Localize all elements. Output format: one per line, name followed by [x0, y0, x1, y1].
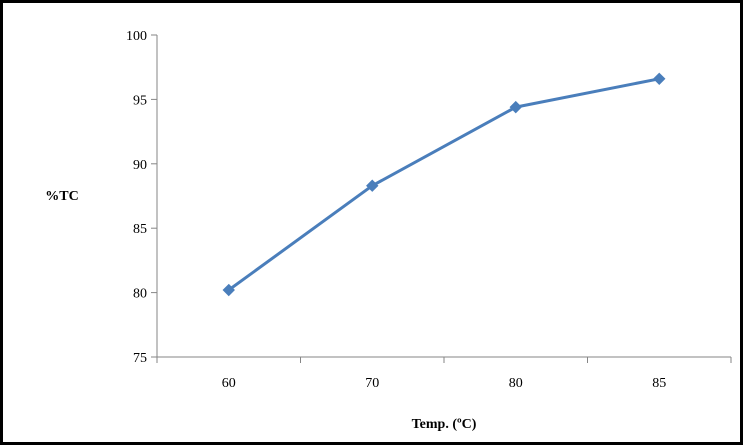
- series-layer: [222, 72, 666, 297]
- y-tick-label: 75: [133, 351, 147, 366]
- data-point-marker: [509, 100, 522, 114]
- x-tick-label: 70: [365, 376, 379, 391]
- data-point-marker: [653, 72, 666, 85]
- x-tick-label: 85: [652, 376, 666, 391]
- y-tick-label: 85: [133, 222, 147, 237]
- series-line: [227, 77, 660, 292]
- x-axis-label: Temp. (ºC): [412, 417, 477, 432]
- x-tick-label: 80: [509, 376, 523, 391]
- y-axis-label: %TC: [45, 189, 78, 204]
- y-tick-label: 90: [133, 158, 147, 173]
- x-axis-ticks: 60 70 80 85: [156, 357, 732, 391]
- x-tick-label: 60: [222, 376, 236, 391]
- y-tick-label: 80: [133, 287, 147, 302]
- y-axis-ticks: 75 80 85 90 95 100: [126, 29, 157, 366]
- y-tick-label: 100: [126, 29, 147, 44]
- data-point-marker: [366, 179, 379, 192]
- data-point-marker: [222, 283, 235, 297]
- y-tick-label: 95: [133, 93, 147, 108]
